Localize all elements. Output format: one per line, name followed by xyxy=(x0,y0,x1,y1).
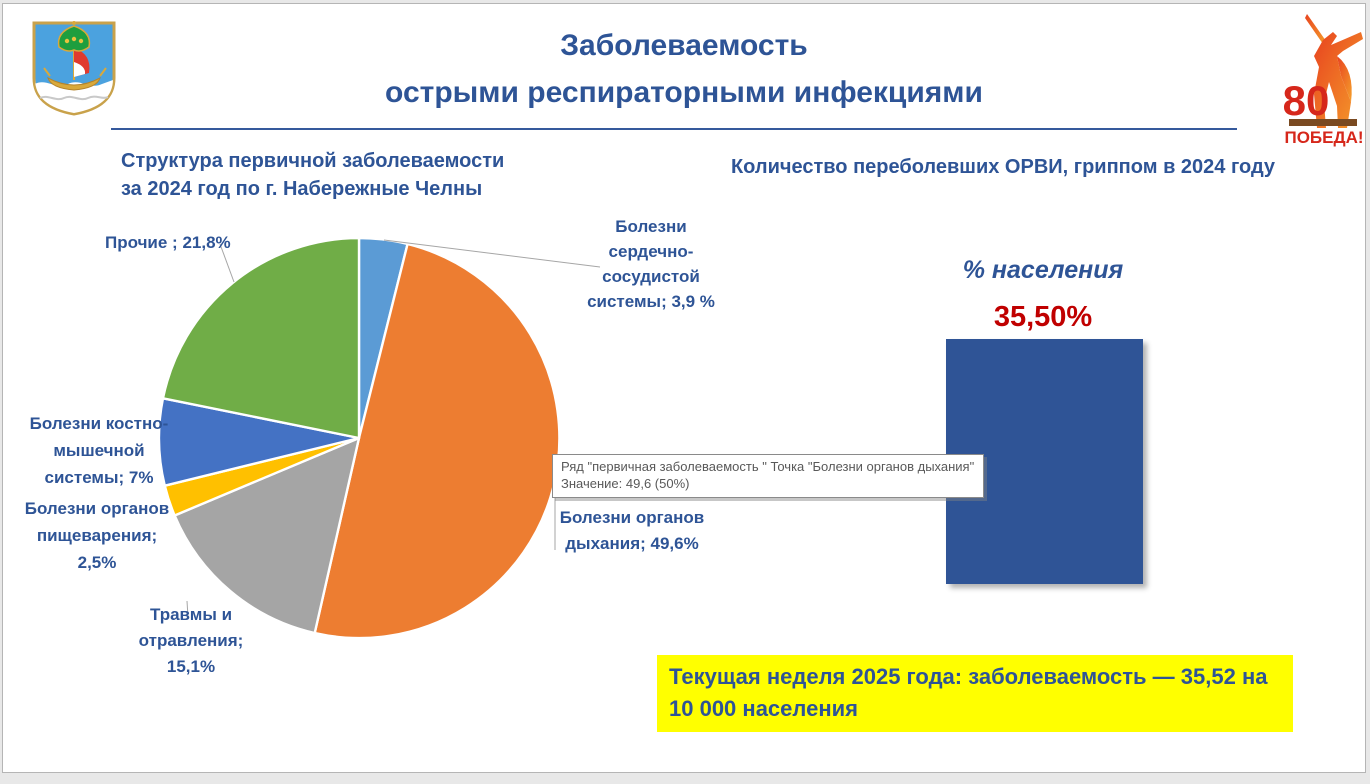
pie-slice-6[interactable] xyxy=(161,236,361,440)
chart-tooltip: Ряд "первичная заболеваемость " Точка "Б… xyxy=(552,454,985,498)
bar-axis-label: % населения xyxy=(962,256,1124,284)
victory-80-number: 80 xyxy=(1283,77,1330,124)
bar-chart-title: Количество переболевших ОРВИ, гриппом в … xyxy=(730,156,1276,178)
slide-title-line1: Заболеваемость xyxy=(560,29,808,62)
tooltip-line1: Ряд "первичная заболеваемость " Точка "Б… xyxy=(561,459,975,474)
pie-label-digestive: Болезни органов пищеварения; 2,5% xyxy=(24,499,170,572)
pie-label-other: Прочие ; 21,8% xyxy=(105,233,231,252)
current-week-note: Текущая неделя 2025 года: заболеваемость… xyxy=(657,655,1293,732)
slide-title: Заболеваемость острыми респираторными ин… xyxy=(3,22,1365,116)
pie-label-respiratory: Болезни органов дыхания; 49,6% xyxy=(559,508,705,553)
title-underline xyxy=(111,128,1237,130)
victory-caption: ПОБЕДА! xyxy=(1284,128,1363,147)
slide-title-line2: острыми респираторными инфекциями xyxy=(385,76,983,109)
bar-value-label: 35,50% xyxy=(993,301,1093,333)
pie-chart-title: Структура первичной заболеваемости за 20… xyxy=(121,150,505,200)
pie-label-trauma: Травмы и отравления; 15,1% xyxy=(138,605,244,676)
tooltip-line2: Значение: 49,6 (50%) xyxy=(561,476,690,491)
pie-label-cardio: Болезни сердечно- сосудистой системы; 3,… xyxy=(587,217,715,311)
city-coat-of-arms-icon xyxy=(28,18,120,118)
pie-label-musculo: Болезни костно- мышечной системы; 7% xyxy=(29,414,169,487)
pie-slice-3[interactable] xyxy=(173,436,361,635)
pie-chart[interactable] xyxy=(149,228,569,648)
presentation-slide: 80 ПОБЕДА! Заболеваемость острыми респир… xyxy=(2,3,1366,773)
victory-80-logo-icon: 80 ПОБЕДА! xyxy=(1279,10,1370,148)
